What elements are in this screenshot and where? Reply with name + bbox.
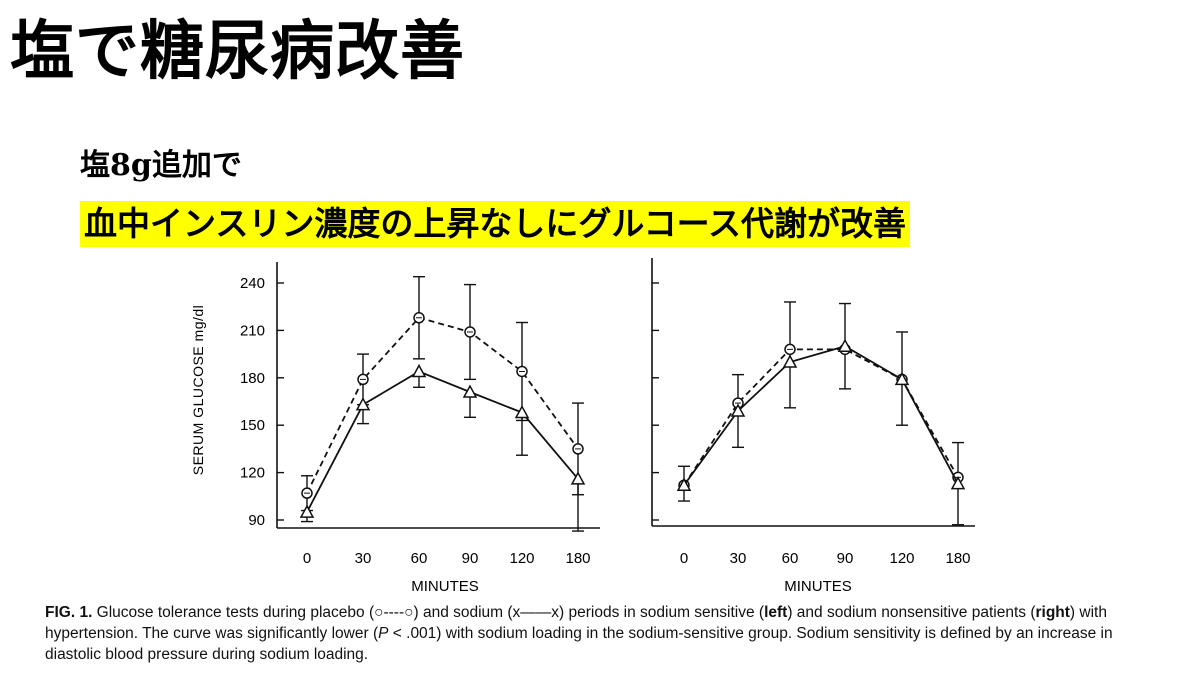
triangle-marker: [730, 403, 746, 417]
caption-text-3: ) with hypertension. The curve was signi…: [45, 604, 1107, 642]
x-tick-label: 90: [837, 550, 854, 567]
y-axis-label: SERUM GLUCOSE mg/dl: [190, 305, 206, 476]
caption-fig-label: FIG. 1.: [45, 604, 93, 621]
triangle-marker: [514, 404, 530, 419]
x-axis-label-left: MINUTES: [411, 578, 479, 595]
caption-left-word: left: [764, 604, 788, 621]
triangle-marker: [950, 476, 966, 490]
y-tick-label: 180: [240, 370, 265, 387]
triangle-marker: [676, 477, 692, 491]
x-tick-label: 30: [355, 550, 372, 567]
subtitle-sodium-8g: 塩8g追加で: [80, 148, 242, 183]
triangle-marker: [411, 363, 427, 378]
x-tick-label: 60: [782, 550, 799, 567]
triangle-marker: [462, 384, 478, 398]
x-tick-label: 0: [303, 550, 311, 567]
placebo-line: [683, 348, 959, 486]
x-tick-label: 30: [730, 550, 747, 567]
x-tick-label: 120: [889, 550, 914, 567]
triangle-marker: [570, 471, 586, 485]
caption-text-2: ) and sodium nonsensitive patients (: [787, 604, 1036, 621]
caption-text-1: Glucose tolerance tests during placebo (…: [92, 604, 765, 621]
x-tick-label: 90: [462, 550, 479, 567]
caption-right-word: right: [1035, 604, 1070, 621]
triangle-marker: [299, 504, 315, 518]
y-tick-label: 90: [248, 512, 265, 529]
triangle-marker: [355, 397, 371, 411]
x-tick-label: 120: [509, 550, 534, 567]
slide-title: 塩で糖尿病改善: [10, 14, 465, 89]
right-panel-sodium-nonsensitive: 0 30 60 90 120 180: [651, 258, 975, 567]
y-tick-label: 210: [240, 322, 265, 339]
y-tick-label: 240: [240, 275, 265, 292]
y-tick-label: 120: [240, 465, 265, 482]
x-tick-label: 180: [565, 550, 590, 567]
caption-text-4: < .001) with sodium loading in the sodiu…: [45, 625, 1113, 663]
triangle-marker: [782, 354, 798, 368]
figure-caption: FIG. 1. Glucose tolerance tests during p…: [45, 602, 1165, 665]
x-axis-label-right: MINUTES: [784, 578, 852, 595]
triangle-marker: [837, 338, 853, 352]
left-panel-sodium-sensitive: 90 120 150 180 210 240 0 30 60 90 120 180: [240, 262, 600, 567]
sodium-line: [683, 345, 959, 486]
triangle-marker: [894, 371, 910, 386]
caption-p-symbol: P: [378, 625, 389, 642]
sodium-line: [306, 370, 579, 513]
y-tick-label: 150: [240, 417, 265, 434]
x-tick-label: 60: [411, 550, 428, 567]
placebo-line: [306, 316, 579, 494]
x-tick-label: 0: [680, 550, 688, 567]
highlighted-subtitle: 血中インスリン濃度の上昇なしにグルコース代謝が改善: [80, 201, 911, 247]
x-tick-label: 180: [945, 550, 970, 567]
